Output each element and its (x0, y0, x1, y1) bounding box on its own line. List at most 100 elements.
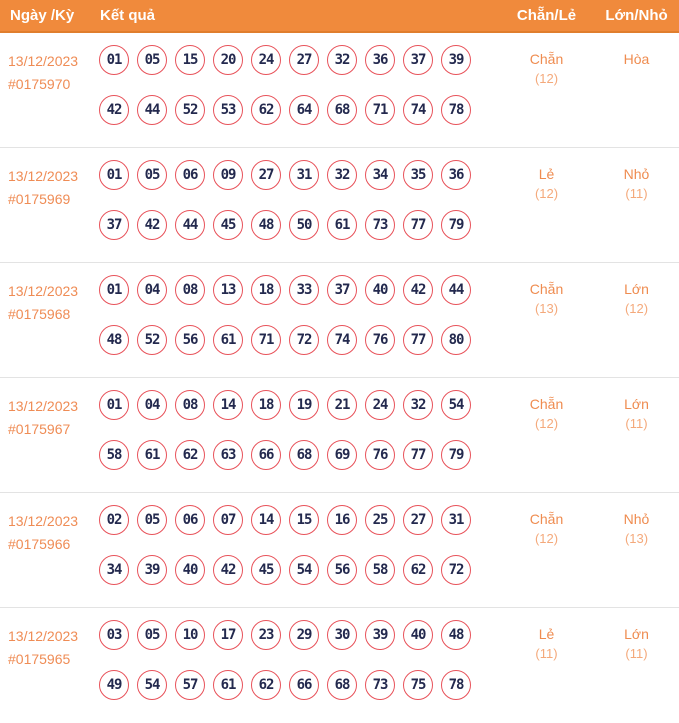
number-ball: 32 (403, 390, 433, 420)
number-ball: 39 (365, 620, 395, 650)
number-ball: 40 (403, 620, 433, 650)
number-ball: 42 (213, 555, 243, 585)
number-ball: 32 (327, 160, 357, 190)
number-ball: 61 (213, 670, 243, 700)
big-small-count: (11) (625, 186, 648, 201)
numbers-line-2: 37 42 44 45 48 50 61 73 77 79 (99, 210, 499, 240)
number-ball: 56 (327, 555, 357, 585)
number-ball: 18 (251, 390, 281, 420)
number-ball: 21 (327, 390, 357, 420)
number-ball: 44 (137, 95, 167, 125)
number-ball: 34 (99, 555, 129, 585)
numbers-line-2: 49 54 57 61 62 66 68 73 75 78 (99, 670, 499, 700)
even-odd-value: Lẻ (538, 626, 555, 642)
date-period-cell: 13/12/2023 #0175966 (0, 505, 99, 607)
number-ball: 58 (365, 555, 395, 585)
draw-period: #0175967 (8, 421, 71, 437)
even-odd-value: Chẵn (529, 511, 564, 527)
number-ball: 08 (175, 390, 205, 420)
date-period-cell: 13/12/2023 #0175969 (0, 160, 99, 262)
number-ball: 31 (441, 505, 471, 535)
result-row: 13/12/2023 #0175965 03 05 10 17 23 29 30 39 40 48… (0, 608, 679, 723)
numbers-cell: 03 05 10 17 23 29 30 39 40 48 49 54 57 61 62 66 68 73 75 7… (99, 620, 499, 723)
number-ball: 27 (403, 505, 433, 535)
number-ball: 04 (137, 390, 167, 420)
number-ball: 72 (289, 325, 319, 355)
number-ball: 14 (213, 390, 243, 420)
number-ball: 39 (441, 45, 471, 75)
even-odd-count: (13) (534, 301, 559, 316)
big-small-value: Lớn (624, 626, 649, 642)
results-rows: 13/12/2023 #0175970 01 05 15 20 24 27 32 36 37 39… (0, 33, 679, 723)
big-small-cell: Nhỏ (13) (594, 505, 679, 607)
even-odd-cell: Chẵn (13) (499, 275, 594, 377)
even-odd-value: Chẵn (529, 396, 564, 412)
even-odd-count: (12) (534, 531, 559, 546)
number-ball: 62 (175, 440, 205, 470)
number-ball: 73 (365, 670, 395, 700)
numbers-cell: 01 04 08 14 18 19 21 24 32 54 58 61 62 63 66 68 69 76 77 7… (99, 390, 499, 492)
number-ball: 48 (441, 620, 471, 650)
number-ball: 37 (327, 275, 357, 305)
number-ball: 05 (137, 620, 167, 650)
big-small-count: (11) (625, 646, 648, 661)
number-ball: 37 (99, 210, 129, 240)
number-ball: 42 (99, 95, 129, 125)
header-even-odd: Chẵn/Lẻ (516, 7, 577, 24)
number-ball: 02 (99, 505, 129, 535)
big-small-cell: Nhỏ (11) (594, 160, 679, 262)
numbers-line-2: 42 44 52 53 62 64 68 71 74 78 (99, 95, 499, 125)
draw-period: #0175965 (8, 651, 71, 667)
number-ball: 05 (137, 45, 167, 75)
number-ball: 68 (327, 670, 357, 700)
even-odd-value: Lẻ (538, 166, 555, 182)
big-small-cell: Lớn (12) (594, 275, 679, 377)
number-ball: 57 (175, 670, 205, 700)
number-ball: 79 (441, 440, 471, 470)
number-ball: 15 (175, 45, 205, 75)
number-ball: 54 (137, 670, 167, 700)
number-ball: 80 (441, 325, 471, 355)
date-period-cell: 13/12/2023 #0175967 (0, 390, 99, 492)
draw-period: #0175966 (8, 536, 71, 552)
number-ball: 45 (251, 555, 281, 585)
big-small-value: Hòa (623, 51, 650, 67)
number-ball: 06 (175, 505, 205, 535)
even-odd-cell: Chẵn (12) (499, 390, 594, 492)
number-ball: 45 (213, 210, 243, 240)
number-ball: 13 (213, 275, 243, 305)
number-ball: 58 (99, 440, 129, 470)
number-ball: 05 (137, 505, 167, 535)
numbers-line-1: 01 05 15 20 24 27 32 36 37 39 (99, 45, 499, 75)
even-odd-count: (12) (534, 71, 559, 86)
date-period-cell: 13/12/2023 #0175965 (0, 620, 99, 723)
big-small-count: (12) (624, 301, 649, 316)
big-small-value: Lớn (624, 281, 649, 297)
number-ball: 63 (213, 440, 243, 470)
number-ball: 71 (365, 95, 395, 125)
even-odd-count: (11) (535, 646, 558, 661)
number-ball: 27 (289, 45, 319, 75)
numbers-line-1: 01 05 06 09 27 31 32 34 35 36 (99, 160, 499, 190)
number-ball: 72 (441, 555, 471, 585)
number-ball: 01 (99, 160, 129, 190)
big-small-count: (11) (625, 416, 648, 431)
even-odd-value: Chẵn (529, 281, 564, 297)
number-ball: 36 (365, 45, 395, 75)
big-small-cell: Lớn (11) (594, 390, 679, 492)
number-ball: 76 (365, 325, 395, 355)
number-ball: 17 (213, 620, 243, 650)
numbers-line-2: 48 52 56 61 71 72 74 76 77 80 (99, 325, 499, 355)
number-ball: 61 (213, 325, 243, 355)
number-ball: 19 (289, 390, 319, 420)
result-row: 13/12/2023 #0175969 01 05 06 09 27 31 32 34 35 36… (0, 148, 679, 263)
number-ball: 78 (441, 95, 471, 125)
number-ball: 09 (213, 160, 243, 190)
number-ball: 76 (365, 440, 395, 470)
big-small-value: Nhỏ (623, 511, 650, 527)
number-ball: 61 (137, 440, 167, 470)
even-odd-count: (12) (534, 416, 559, 431)
number-ball: 08 (175, 275, 205, 305)
number-ball: 31 (289, 160, 319, 190)
